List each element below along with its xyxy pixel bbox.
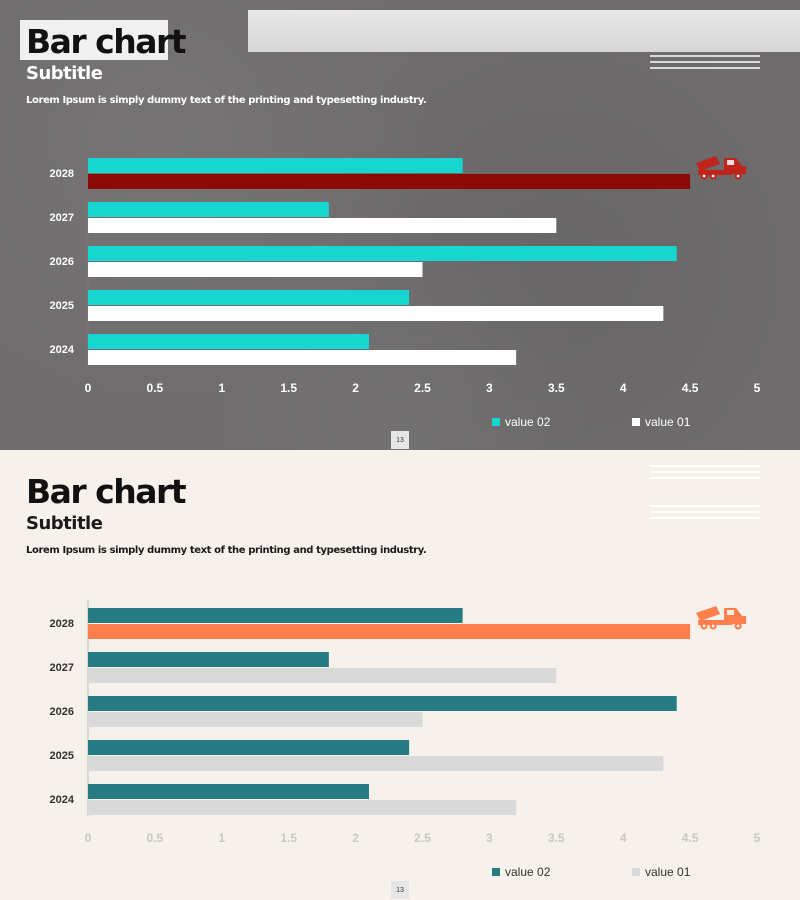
x-tick-label: 0	[85, 381, 92, 395]
bar-value-01-2026	[88, 712, 423, 727]
bar-value-02-2025	[88, 740, 410, 755]
bar-value-02-2026	[88, 246, 677, 261]
category-label: 2027	[50, 662, 74, 674]
bar-value-01-2028	[88, 174, 691, 189]
slide-title: Bar chart	[26, 472, 187, 511]
x-tick-label: 0.5	[147, 831, 164, 845]
slide-description: Lorem Ipsum is simply dummy text of the …	[26, 95, 427, 106]
bar-chart: 2024 2025 2026 2027 2028 0 0.5 1 1.5 2 2.5 3 3.5 4 4.5…	[50, 150, 761, 395]
legend-swatch-value-01	[632, 868, 640, 876]
page-number: 13	[391, 431, 409, 449]
legend-item-value-01: value 01	[632, 865, 690, 879]
page-number: 13	[391, 881, 409, 899]
category-label: 2024	[50, 344, 75, 356]
legend-swatch-value-02	[492, 418, 500, 426]
x-tick-label: 3	[486, 381, 493, 395]
x-tick-label: 1	[218, 831, 225, 845]
x-tick-label: 3	[486, 831, 493, 845]
bar-value-02-2024	[88, 784, 369, 799]
legend-item-value-02: value 02	[492, 415, 550, 429]
legend-swatch-value-01	[632, 418, 640, 426]
x-tick-label: 4	[620, 381, 627, 395]
brush-streaks-decoration	[650, 505, 760, 521]
category-label: 2025	[50, 300, 74, 312]
slide-subtitle: Subtitle	[26, 63, 103, 84]
bar-chart: 2024 2025 2026 2027 2028 0 0.5 1 1.5 2 2.5 3 3.5 4 4.5…	[50, 600, 761, 845]
category-label: 2024	[50, 794, 75, 806]
legend-label-value-01: value 01	[645, 865, 691, 879]
brush-streaks-decoration	[650, 465, 760, 481]
x-tick-label: 2.5	[414, 381, 431, 395]
legend-item-value-02: value 02	[492, 865, 550, 879]
paper-strip-decoration	[248, 10, 800, 52]
bar-value-02-2025	[88, 290, 410, 305]
slide-description: Lorem Ipsum is simply dummy text of the …	[26, 545, 427, 556]
x-tick-label: 0.5	[147, 381, 164, 395]
x-tick-label: 2	[352, 381, 359, 395]
bar-value-02-2028	[88, 158, 463, 173]
legend-label-value-01: value 01	[645, 415, 691, 429]
x-tick-label: 5	[754, 831, 761, 845]
bar-value-01-2025	[88, 756, 664, 771]
bar-value-01-2028	[88, 624, 691, 639]
x-tick-label: 1.5	[280, 831, 297, 845]
category-label: 2028	[50, 618, 74, 630]
slide-dark: Bar chart Subtitle Lorem Ipsum is simply…	[0, 0, 800, 450]
x-tick-label: 4	[620, 831, 627, 845]
bar-value-02-2026	[88, 696, 677, 711]
bar-value-01-2024	[88, 800, 517, 815]
legend-label-value-02: value 02	[505, 415, 551, 429]
bar-value-02-2027	[88, 202, 329, 217]
category-label: 2026	[50, 256, 74, 268]
x-tick-label: 3.5	[548, 381, 565, 395]
slide-subtitle: Subtitle	[26, 513, 103, 534]
x-tick-label: 3.5	[548, 831, 565, 845]
x-tick-label: 0	[85, 831, 92, 845]
bar-value-02-2027	[88, 652, 329, 667]
bar-value-01-2027	[88, 218, 557, 233]
bar-value-01-2027	[88, 668, 557, 683]
bar-value-01-2024	[88, 350, 517, 365]
bar-value-02-2024	[88, 334, 369, 349]
slide-light: Bar chart Subtitle Lorem Ipsum is simply…	[0, 450, 800, 900]
legend-swatch-value-02	[492, 868, 500, 876]
x-tick-label: 5	[754, 381, 761, 395]
x-tick-label: 4.5	[682, 381, 699, 395]
bar-value-02-2028	[88, 608, 463, 623]
title-highlight-block	[20, 20, 168, 60]
brush-streaks-decoration	[650, 55, 760, 71]
category-label: 2026	[50, 706, 74, 718]
tow-truck-icon	[696, 156, 747, 180]
x-tick-label: 1	[218, 381, 225, 395]
category-label: 2028	[50, 168, 74, 180]
x-tick-label: 2	[352, 831, 359, 845]
category-label: 2027	[50, 212, 74, 224]
legend-item-value-01: value 01	[632, 415, 690, 429]
x-tick-label: 1.5	[280, 381, 297, 395]
bar-value-01-2026	[88, 262, 423, 277]
category-label: 2025	[50, 750, 74, 762]
x-tick-label: 4.5	[682, 831, 699, 845]
legend-label-value-02: value 02	[505, 865, 551, 879]
x-tick-label: 2.5	[414, 831, 431, 845]
slide-title: Bar chart	[26, 22, 187, 61]
tow-truck-icon	[696, 606, 747, 630]
bar-value-01-2025	[88, 306, 664, 321]
